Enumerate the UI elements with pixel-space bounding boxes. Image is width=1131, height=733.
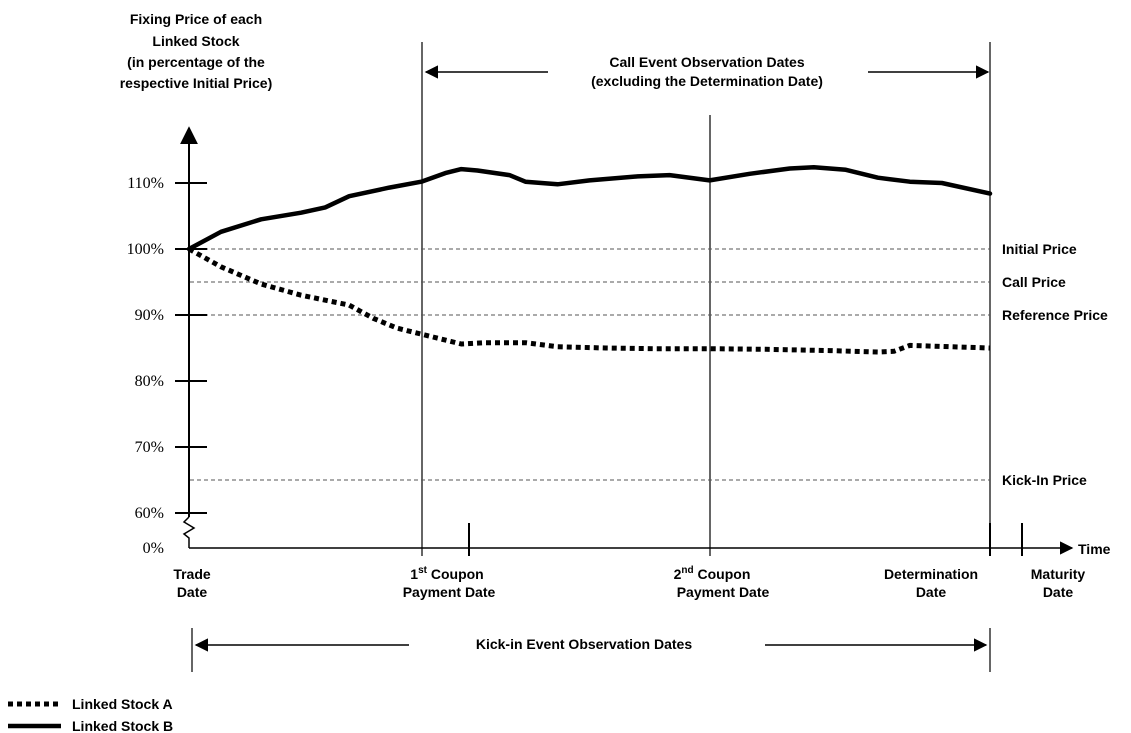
date-lines xyxy=(421,42,991,556)
y-tick-label-90: 90% xyxy=(135,307,164,324)
reference-label-call-price: Call Price xyxy=(1002,274,1066,290)
y-axis: 110% 100% 90% 80% 70% 60% 0% xyxy=(127,126,207,557)
y-tick-label-0: 0% xyxy=(143,540,164,557)
second-coupon-rest: Coupon xyxy=(694,566,751,582)
determination-date-label-line-1: Determination xyxy=(884,566,978,582)
y-axis-title-line-3: (in percentage of the xyxy=(127,54,265,70)
x-axis: Time xyxy=(189,523,1111,557)
y-axis-title: Fixing Price of each Linked Stock (in pe… xyxy=(120,11,273,91)
maturity-date-label-line-1: Maturity xyxy=(1031,566,1086,582)
legend-label-linked-stock-b: Linked Stock B xyxy=(72,718,173,733)
first-coupon-sup: st xyxy=(418,565,428,576)
y-tick-label-80: 80% xyxy=(135,373,164,390)
y-axis-title-line-2: Linked Stock xyxy=(152,33,239,49)
trade-date-label-line-1: Trade xyxy=(173,566,211,582)
x-axis-label: Time xyxy=(1078,541,1111,557)
y-tick-label-70: 70% xyxy=(135,439,164,456)
x-ticks xyxy=(468,523,1023,556)
call-event-label-line-1: Call Event Observation Dates xyxy=(609,54,805,70)
x-labels: Trade Date 1st Coupon Payment Date 2nd C… xyxy=(173,565,1085,600)
determination-date-label-line-2: Date xyxy=(916,584,947,600)
second-coupon-label-line-1: 2nd Coupon xyxy=(674,565,751,582)
reference-label-reference-price: Reference Price xyxy=(1002,307,1108,323)
series-linked-stock-b xyxy=(186,164,993,252)
first-coupon-num: 1 xyxy=(410,566,418,582)
reference-label-initial-price: Initial Price xyxy=(1002,241,1077,257)
first-coupon-rest: Coupon xyxy=(427,566,484,582)
y-tick-label-60: 60% xyxy=(135,505,164,522)
call-event-label-line-2: (excluding the Determination Date) xyxy=(591,73,823,89)
maturity-date-label-line-2: Date xyxy=(1043,584,1074,600)
y-axis-break xyxy=(182,516,196,548)
y-tick-label-110: 110% xyxy=(127,175,164,192)
second-coupon-sup: nd xyxy=(681,565,693,576)
second-coupon-label-line-2: Payment Date xyxy=(677,584,770,600)
series-lines xyxy=(186,164,993,355)
trade-date-label-line-2: Date xyxy=(177,584,208,600)
second-coupon-num: 2 xyxy=(674,566,682,582)
call-event-span: Call Event Observation Dates (excluding … xyxy=(424,54,990,89)
y-ticks: 110% 100% 90% 80% 70% 60% 0% xyxy=(127,175,207,557)
first-coupon-label-line-2: Payment Date xyxy=(403,584,496,600)
y-tick-label-100: 100% xyxy=(127,241,164,258)
legend: Linked Stock A Linked Stock B xyxy=(8,696,173,733)
series-linked-stock-a xyxy=(187,246,991,355)
first-coupon-label-line-1: 1st Coupon xyxy=(410,565,483,582)
reference-label-kick-in-price: Kick-In Price xyxy=(1002,472,1087,488)
y-axis-title-line-4: respective Initial Price) xyxy=(120,75,273,91)
kick-in-event-span: Kick-in Event Observation Dates xyxy=(191,628,991,672)
y-axis-title-line-1: Fixing Price of each xyxy=(130,11,262,27)
reference-lines: Initial Price Call Price Reference Price Ki… xyxy=(190,241,1108,488)
kick-in-event-label: Kick-in Event Observation Dates xyxy=(476,636,693,652)
legend-label-linked-stock-a: Linked Stock A xyxy=(72,696,173,712)
